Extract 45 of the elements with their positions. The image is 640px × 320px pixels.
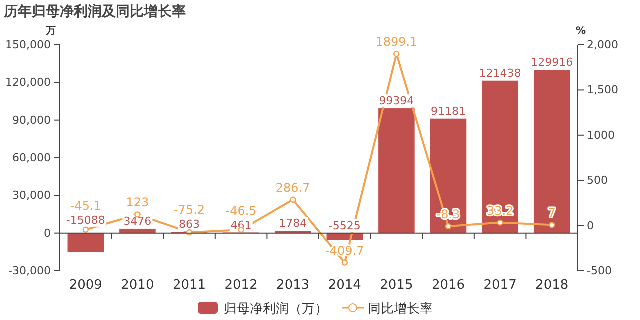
data-label: -45.1 bbox=[70, 198, 102, 213]
x-tick-label: 2013 bbox=[276, 278, 310, 293]
x-tick-label: 2016 bbox=[432, 278, 466, 293]
x-tick-label: 2014 bbox=[328, 278, 362, 293]
data-label: 121438 bbox=[479, 66, 522, 80]
y2-tick-label: 1,500 bbox=[587, 84, 618, 97]
y2-axis-title: % bbox=[576, 26, 586, 37]
chart-title: 历年归母净利润及同比增长率 bbox=[3, 3, 186, 20]
y2-tick-label: 1000 bbox=[587, 128, 615, 142]
data-label: -75.2 bbox=[174, 203, 206, 218]
y-tick-label: 90,000 bbox=[12, 114, 51, 127]
y-tick-label: 120,000 bbox=[6, 76, 51, 90]
data-label: -46.5 bbox=[226, 204, 257, 218]
x-tick-label: 2012 bbox=[224, 278, 258, 293]
data-label: 123 bbox=[126, 196, 150, 210]
y-tick-label: 60,000 bbox=[12, 152, 51, 165]
y-tick-label: 0 bbox=[44, 226, 51, 240]
data-label: 33.2 bbox=[486, 204, 514, 218]
x-tick-label: 2010 bbox=[121, 278, 154, 293]
y-tick-label: -30,000 bbox=[8, 264, 51, 278]
x-tick-label: 2018 bbox=[536, 278, 569, 293]
x-tick-label: 2017 bbox=[484, 278, 517, 293]
data-label: 129916 bbox=[531, 56, 574, 70]
data-label: 7 bbox=[548, 206, 556, 220]
data-label: 863 bbox=[179, 218, 200, 232]
y-tick-label: 150,000 bbox=[6, 38, 51, 52]
data-label: 1899.1 bbox=[376, 35, 418, 50]
x-tick-label: 2015 bbox=[380, 278, 414, 293]
x-tick-label: 2011 bbox=[172, 278, 206, 293]
data-label: 1784 bbox=[279, 217, 308, 230]
legend-label: 归母净利润（万） bbox=[224, 302, 328, 317]
data-label: 3476 bbox=[124, 214, 152, 228]
y-tick-label: 30,000 bbox=[12, 189, 51, 202]
y2-tick-label: 500 bbox=[587, 174, 608, 188]
data-label: -5525 bbox=[328, 219, 361, 232]
y2-tick-label: 0 bbox=[587, 219, 594, 232]
y2-tick-label: -500 bbox=[587, 264, 612, 278]
data-label: 286.7 bbox=[276, 180, 310, 195]
y-axis-title: 万 bbox=[45, 26, 56, 37]
data-label: 99394 bbox=[379, 94, 414, 108]
data-label: 91181 bbox=[431, 104, 466, 118]
data-label: -15088 bbox=[66, 214, 106, 227]
legend-label: 同比增长率 bbox=[368, 301, 433, 317]
x-tick-label: 2009 bbox=[69, 278, 102, 293]
y2-tick-label: 2,000 bbox=[587, 38, 618, 52]
